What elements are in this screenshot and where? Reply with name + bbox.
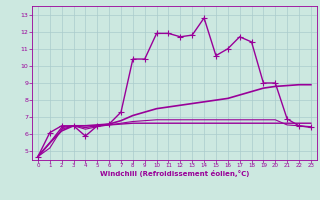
X-axis label: Windchill (Refroidissement éolien,°C): Windchill (Refroidissement éolien,°C) <box>100 170 249 177</box>
